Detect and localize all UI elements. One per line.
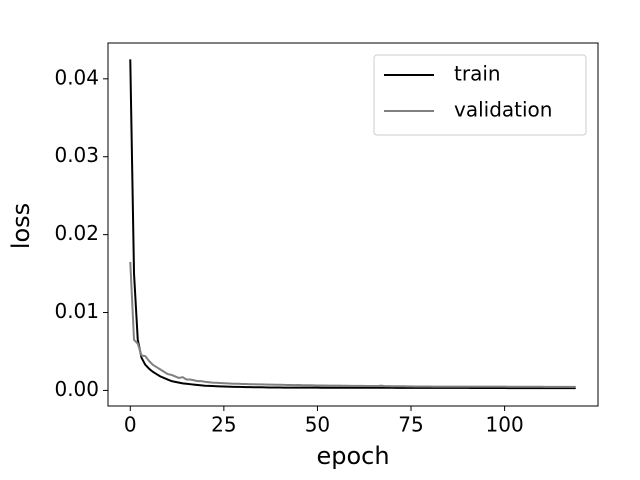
- x-tick-label: 0: [124, 413, 137, 437]
- y-tick-label: 0.03: [54, 143, 99, 167]
- x-tick-label: 50: [305, 413, 330, 437]
- y-tick-label: 0.01: [54, 299, 99, 323]
- x-tick-label: 100: [486, 413, 524, 437]
- y-tick-label: 0.02: [54, 221, 99, 245]
- y-tick-label: 0.00: [54, 377, 99, 401]
- series-line: [129, 261, 576, 388]
- x-tick-label: 25: [211, 413, 236, 437]
- plot-frame: [107, 42, 599, 407]
- x-axis-label: epoch: [316, 442, 389, 470]
- legend-label: validation: [454, 98, 552, 122]
- legend-label: train: [454, 62, 501, 86]
- y-tick-label: 0.04: [54, 65, 99, 89]
- series-line: [129, 59, 576, 390]
- x-tick-label: 75: [398, 413, 423, 437]
- y-axis-label: loss: [7, 203, 35, 249]
